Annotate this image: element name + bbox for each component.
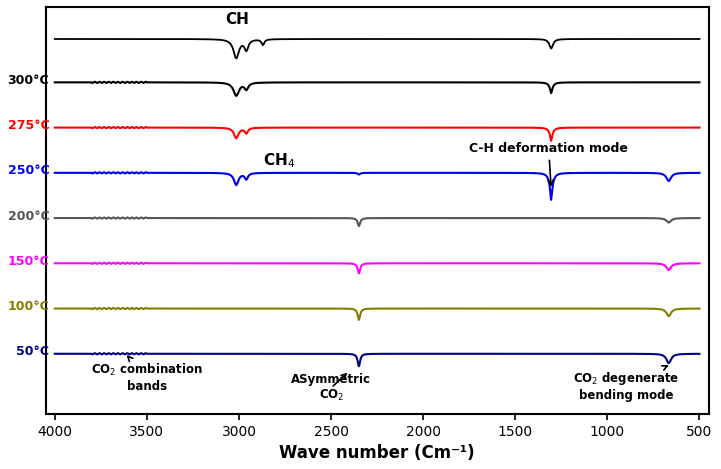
Text: 275°C: 275°C [7, 119, 49, 132]
Text: 300°C: 300°C [8, 74, 49, 87]
Text: CO$_2$ combination
bands: CO$_2$ combination bands [91, 356, 203, 393]
Text: CH: CH [225, 12, 249, 27]
Text: 250°C: 250°C [7, 165, 49, 177]
Text: 100°C: 100°C [7, 300, 49, 313]
X-axis label: Wave number (Cm⁻¹): Wave number (Cm⁻¹) [279, 444, 475, 462]
Text: C-H deformation mode: C-H deformation mode [469, 142, 628, 185]
Text: CO$_2$ degenerate
bending mode: CO$_2$ degenerate bending mode [572, 366, 679, 402]
Text: 200°C: 200°C [7, 210, 49, 223]
Text: 50°C: 50°C [17, 345, 49, 358]
Text: CH$_4$: CH$_4$ [263, 151, 295, 170]
Text: 150°C: 150°C [7, 255, 49, 268]
Text: ASymmetric
CO$_2$: ASymmetric CO$_2$ [291, 373, 371, 403]
